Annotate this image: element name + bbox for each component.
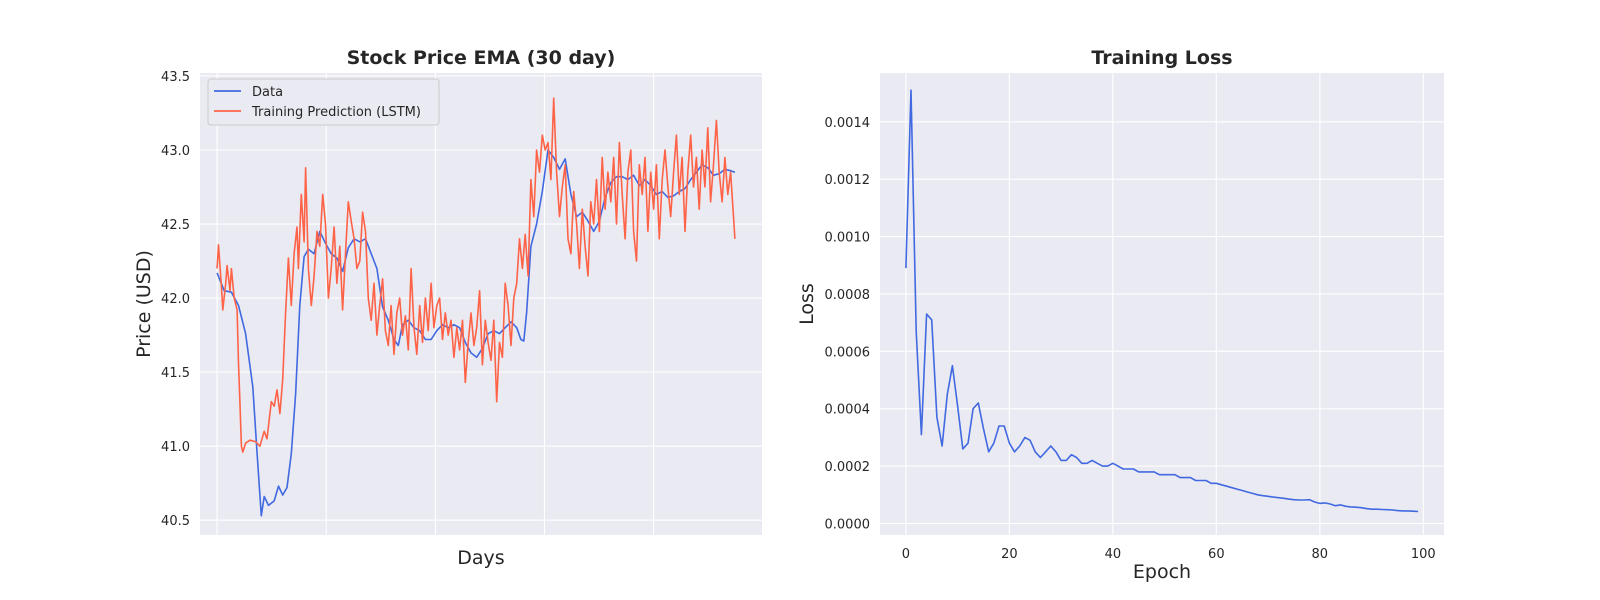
loss-x-tick-label: 0	[902, 547, 910, 562]
legend-label-prediction: Training Prediction (LSTM)	[251, 105, 421, 120]
loss-y-tick-label: 0.0006	[825, 345, 871, 360]
loss-gridlines	[880, 73, 1444, 535]
loss-y-tick-label: 0.0004	[825, 403, 871, 418]
legend-box	[207, 78, 440, 126]
loss-chart: 0.0000 0.0002 0.0004 0.0006 0.0008 0.0010 0.00…	[796, 47, 1444, 583]
price-x-axis-label: Days	[457, 547, 504, 569]
loss-y-tick-labels: 0.0000 0.0002 0.0004 0.0006 0.0008 0.0010 0.00…	[825, 116, 871, 533]
loss-series-line	[905, 89, 1419, 513]
loss-y-axis-label: Loss	[796, 283, 818, 325]
loss-x-tick-label: 60	[1208, 547, 1225, 562]
price-chart-title: Stock Price EMA (30 day)	[347, 47, 616, 69]
loss-x-tick-label: 40	[1105, 547, 1122, 562]
price-y-tick-labels: 40.5 41.0 41.5 42.0 42.5 43.0 43.5	[161, 70, 190, 529]
price-y-tick-label: 40.5	[161, 514, 190, 529]
price-chart: 40.5 41.0 41.5 42.0 42.5 43.0 43.5 Stock Price…	[133, 47, 762, 569]
price-legend: Data Training Prediction (LSTM)	[207, 78, 440, 126]
loss-y-tick-label: 0.0014	[825, 116, 871, 131]
loss-x-tick-label: 80	[1312, 547, 1329, 562]
loss-x-axis-label: Epoch	[1133, 561, 1191, 583]
loss-chart-title: Training Loss	[1091, 47, 1232, 69]
price-y-tick-label: 42.5	[161, 218, 190, 233]
loss-x-tick-label: 20	[1001, 547, 1018, 562]
legend-label-data: Data	[252, 85, 283, 100]
prediction-series-line	[216, 97, 736, 453]
loss-series	[905, 89, 1419, 513]
price-series	[216, 97, 736, 517]
price-y-tick-label: 42.0	[161, 292, 190, 307]
loss-x-tick-labels: 0 20 40 60 80 100	[902, 547, 1436, 562]
loss-y-tick-label: 0.0002	[825, 460, 871, 475]
price-y-tick-label: 43.5	[161, 70, 190, 85]
price-y-axis-label: Price (USD)	[133, 250, 155, 358]
loss-y-tick-label: 0.0012	[825, 173, 871, 188]
loss-x-tick-label: 100	[1411, 547, 1436, 562]
price-y-tick-label: 43.0	[161, 144, 190, 159]
loss-y-tick-label: 0.0008	[825, 288, 871, 303]
price-plot-area	[200, 73, 762, 535]
loss-y-tick-label: 0.0000	[825, 518, 871, 533]
price-y-tick-label: 41.5	[161, 366, 190, 381]
price-y-tick-label: 41.0	[161, 440, 190, 455]
loss-plot-area	[880, 73, 1444, 535]
loss-y-tick-label: 0.0010	[825, 231, 871, 246]
